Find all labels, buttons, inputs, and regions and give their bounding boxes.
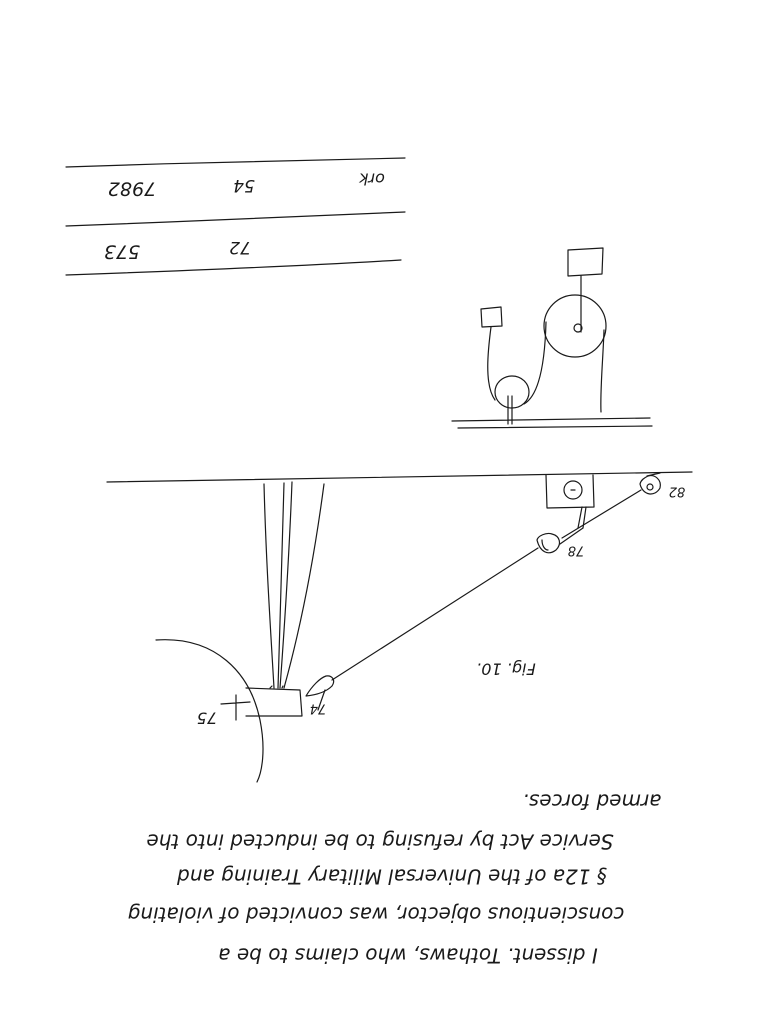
paragraph-line-5: armed forces. <box>523 790 662 814</box>
ground-line-lower <box>457 425 653 429</box>
table-cell-r1c1: 7982 <box>108 178 156 200</box>
table-cell-r1c3: ork <box>358 170 384 189</box>
cable-82-78 <box>561 489 642 539</box>
pulley-hanger <box>577 506 587 529</box>
paragraph-line-3: § 12a of the Universal Military Training… <box>177 865 607 889</box>
table-cell-r1c2: 54 <box>233 175 255 195</box>
weight-box-left <box>480 306 503 328</box>
paragraph-line-4: Service Act by refusing to be inducted i… <box>146 830 613 854</box>
paragraph-line-2: conscientious objector, was convicted of… <box>128 903 625 927</box>
table-cell-r2c2: 72 <box>229 237 251 257</box>
paragraph: I dissent. Tothaws, who claims to be a c… <box>128 790 662 968</box>
label-78: 78 <box>568 543 585 558</box>
pulley-wheel-large <box>543 294 607 358</box>
cable-4 <box>283 483 325 689</box>
pulley-78-detail <box>541 539 549 551</box>
label-82: 82 <box>669 484 686 499</box>
block-75-top <box>269 685 284 689</box>
figure-caption: Fig. 10. <box>476 660 535 679</box>
label-74: 74 <box>310 701 327 716</box>
label-75: 75 <box>197 709 217 728</box>
pulley-axle-large <box>573 323 583 333</box>
weight-rope-left <box>487 326 496 401</box>
cable-1 <box>263 483 275 689</box>
cable-3 <box>279 481 293 689</box>
pulley-sketch <box>451 247 653 429</box>
fitting-74 <box>305 675 335 697</box>
table: 7982 54 ork 573 72 <box>65 157 406 276</box>
cable-78-74 <box>331 547 539 681</box>
pulley-housing-wheel <box>563 480 583 500</box>
table-rule-bottom <box>65 259 402 276</box>
table-cell-r2c1: 573 <box>104 241 140 263</box>
fitting-74-leader <box>317 689 326 711</box>
large-arc <box>155 639 264 783</box>
pulley-housing <box>545 474 595 509</box>
rope-left-down <box>523 321 547 405</box>
pulley-82-axle <box>646 483 654 491</box>
rope-right-down <box>600 329 605 413</box>
ceiling-line <box>106 471 693 483</box>
ground-line <box>451 417 651 422</box>
pulley-78 <box>536 532 561 554</box>
figure-10: 75 74 78 82 Fig. 10. <box>106 471 693 783</box>
weight-box-right <box>567 247 604 277</box>
block-75 <box>245 687 303 717</box>
pulley-82 <box>639 475 661 495</box>
paragraph-line-1: I dissent. Tothaws, who claims to be a <box>218 944 597 968</box>
table-rule-top <box>65 157 406 168</box>
pulley-78-arm <box>559 527 584 545</box>
cable-2 <box>277 482 285 689</box>
pulley-82-mount <box>646 472 661 477</box>
table-rule-middle <box>65 211 406 227</box>
block-75-crosshair <box>220 694 251 721</box>
pulley-post-small <box>507 395 513 425</box>
